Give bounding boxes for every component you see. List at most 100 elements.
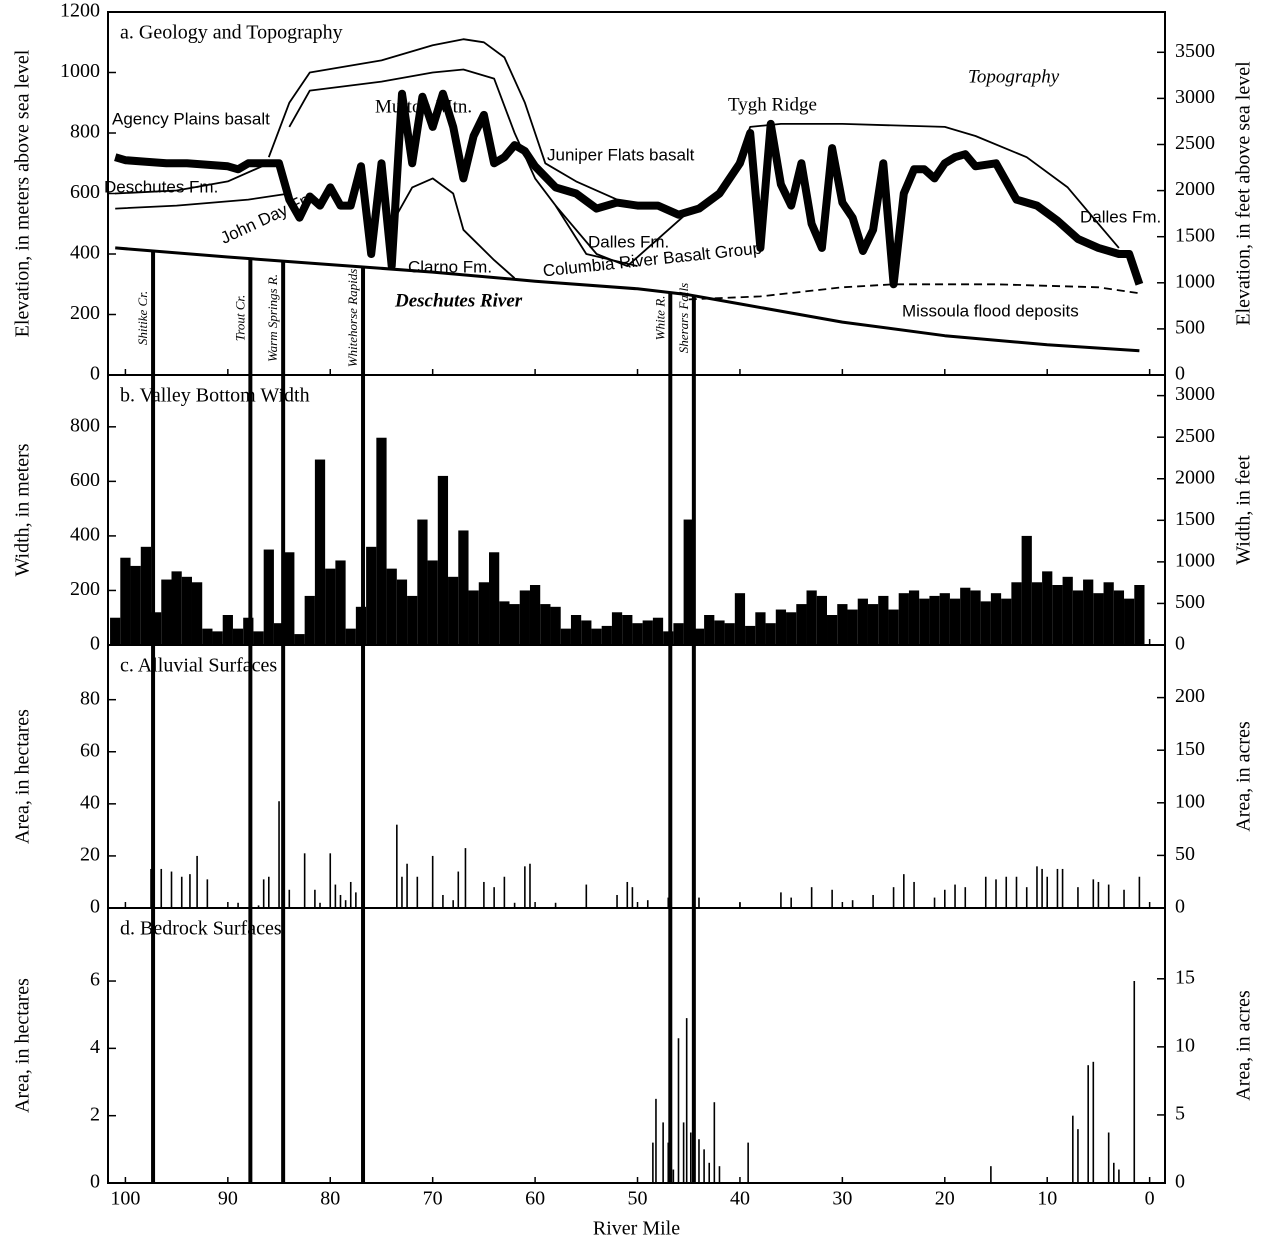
bar — [335, 560, 346, 645]
x-tick-label: 80 — [320, 1188, 340, 1210]
x-tick-label: 90 — [218, 1188, 238, 1210]
y2-tick-label: 200 — [1175, 685, 1205, 707]
y-tick-label: 400 — [70, 524, 100, 546]
y2-tick-label: 500 — [1175, 591, 1205, 613]
panel-frame — [107, 644, 1166, 909]
bar — [386, 568, 397, 645]
outline-line — [288, 68, 638, 267]
bar — [990, 593, 1002, 645]
y2-tick-label: 0 — [1175, 896, 1185, 918]
annotation: Deschutes Fm. — [104, 177, 218, 196]
tributary-label: Warm Springs R. — [265, 274, 280, 362]
bar — [130, 565, 141, 645]
annotation: Agency Plains basalt — [112, 109, 270, 128]
y2-tick-label: 2500 — [1175, 132, 1215, 154]
bar — [642, 620, 653, 645]
bar — [1103, 582, 1114, 645]
bar — [1042, 571, 1053, 645]
annotation: Juniper Flats basalt — [547, 145, 695, 164]
bar — [704, 615, 715, 645]
y2-axis-label: Elevation, in feet above sea level — [1233, 61, 1255, 326]
y2-tick-label: 0 — [1175, 633, 1185, 655]
bar — [806, 590, 817, 645]
bar — [765, 623, 776, 645]
bar — [376, 437, 387, 645]
bar — [745, 625, 756, 645]
y2-tick-label: 5 — [1175, 1103, 1185, 1125]
y-tick-label: 600 — [70, 469, 100, 491]
bar — [601, 625, 612, 645]
outline-line — [554, 205, 690, 267]
series-line — [115, 246, 1140, 353]
bar — [775, 609, 787, 645]
y2-tick-label: 1000 — [1175, 549, 1215, 571]
y2-tick-label: 10 — [1175, 1034, 1195, 1056]
bar — [827, 615, 838, 645]
y2-tick-label: 2000 — [1175, 466, 1215, 488]
bar — [591, 628, 602, 645]
bar — [509, 604, 520, 645]
bar — [161, 579, 172, 645]
bar — [489, 552, 500, 645]
bar — [980, 601, 991, 645]
y-tick-label: 0 — [90, 1171, 100, 1193]
y-tick-label: 1200 — [60, 0, 100, 22]
bar — [478, 582, 490, 645]
bar — [550, 606, 561, 645]
x-tick-label: 50 — [628, 1188, 648, 1210]
y2-tick-label: 1000 — [1175, 270, 1215, 292]
bar — [1083, 579, 1094, 645]
panel-title: b. Valley Bottom Width — [120, 385, 310, 407]
y2-tick-label: 100 — [1175, 790, 1205, 812]
bar — [755, 612, 766, 645]
panel-title: d. Bedrock Surfaces — [120, 918, 282, 940]
annotation: Mutton Mtn. — [375, 96, 472, 117]
y2-tick-label: 150 — [1175, 738, 1205, 760]
bar — [888, 609, 899, 645]
y2-axis-label: Area, in acres — [1233, 721, 1255, 832]
y-tick-label: 40 — [80, 791, 100, 813]
tributary-label: Trout Cr. — [232, 295, 247, 342]
bar — [663, 631, 674, 645]
bar — [499, 601, 510, 645]
bar — [1072, 590, 1084, 645]
annotation: John Day Fm. — [218, 186, 322, 248]
bar — [867, 604, 879, 645]
bar — [202, 628, 213, 645]
bar — [396, 579, 408, 645]
bar — [1093, 593, 1104, 645]
annotation: Dalles Fm. — [588, 232, 669, 251]
bar — [263, 549, 274, 645]
bar — [611, 612, 623, 645]
bar — [714, 620, 725, 645]
y-tick-label: 200 — [70, 578, 100, 600]
bar — [1052, 585, 1063, 645]
bar — [151, 612, 162, 645]
bar — [284, 552, 295, 645]
y-tick-label: 20 — [80, 844, 100, 866]
bar — [898, 593, 909, 645]
bar — [632, 623, 643, 645]
bar — [878, 595, 889, 645]
bar — [345, 628, 356, 645]
bar — [294, 634, 305, 645]
bar — [212, 631, 223, 645]
bar — [673, 623, 684, 645]
y-tick-label: 2 — [90, 1103, 100, 1125]
tributary-label: Whitehorse Rapids — [345, 269, 360, 368]
outline-line — [390, 177, 516, 279]
series-label: Deschutes River — [394, 290, 523, 311]
bar — [734, 593, 746, 645]
bar — [120, 557, 131, 645]
bar — [908, 590, 920, 645]
x-tick-label: 20 — [935, 1188, 955, 1210]
y2-tick-label: 1500 — [1175, 224, 1215, 246]
bar — [232, 628, 244, 645]
bar — [570, 615, 582, 645]
y2-axis-label: Width, in feet — [1233, 455, 1255, 565]
bar — [1011, 582, 1022, 645]
y2-tick-label: 3500 — [1175, 40, 1215, 62]
annotation: Missoula flood deposits — [902, 301, 1079, 320]
bar — [816, 595, 828, 645]
bar — [273, 623, 285, 645]
